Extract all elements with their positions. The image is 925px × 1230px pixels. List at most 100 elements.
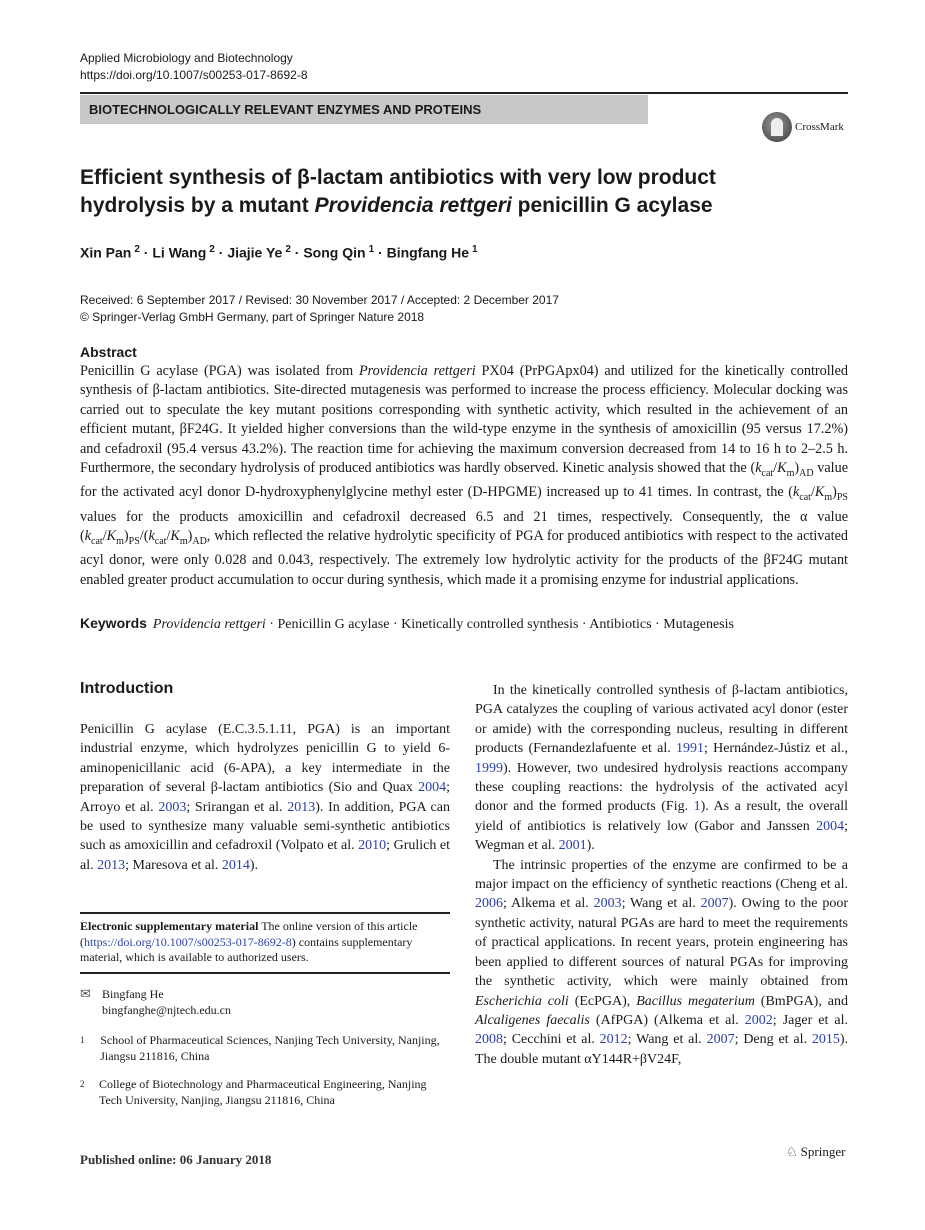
citation-link[interactable]: 1999 <box>475 760 503 776</box>
affiliation: 2 College of Biotechnology and Pharmaceut… <box>80 1076 450 1108</box>
text-run: AD <box>799 467 814 479</box>
text-run: k <box>148 527 155 544</box>
author-name[interactable]: Jiajie Ye <box>227 244 283 261</box>
text-run: /( <box>139 527 149 544</box>
text-run: ; Hernández-Jústiz et al., <box>703 741 848 757</box>
text-run: k <box>755 460 762 477</box>
paragraph: In the kinetically controlled synthesis … <box>475 681 848 856</box>
citation-link[interactable]: 2013 <box>287 799 316 815</box>
text-run: ). Owing to the poor synthetic activity,… <box>475 896 848 990</box>
keywords: Keywords Providencia rettgeri · Penicilli… <box>80 615 734 633</box>
author-name[interactable]: Song Qin <box>303 244 366 261</box>
text-run: cat <box>154 535 167 547</box>
text-run: ). In addition, PGA can be used to synth… <box>80 799 450 854</box>
citation-link[interactable]: 2004 <box>418 780 447 796</box>
contact-name: Bingfang He <box>102 987 164 1001</box>
citation-link[interactable]: 2002 <box>744 1012 773 1028</box>
section-label: BIOTECHNOLOGICALLY RELEVANT ENZYMES AND … <box>80 95 648 124</box>
publisher-name: Springer <box>800 1144 846 1159</box>
author-name[interactable]: Xin Pan <box>80 244 132 261</box>
springer-horse-icon: ♘ <box>786 1144 798 1159</box>
text-run: ) <box>832 484 837 501</box>
text-run: Penicillin G acylase (E.C.3.5.1.11, PGA)… <box>80 722 450 796</box>
text-run: / <box>773 460 778 477</box>
citation-link[interactable]: 1 <box>693 799 701 815</box>
author-affiliation-mark: 1 <box>472 244 478 255</box>
citation-link[interactable]: 2014 <box>221 857 250 873</box>
text-run: , which reflected the relative hydrolyti… <box>80 527 848 588</box>
citation-link[interactable]: 2013 <box>97 857 126 873</box>
text-run: ) <box>187 527 193 544</box>
text-run: Bacillus megaterium <box>636 993 755 1009</box>
author-separator: · <box>214 244 228 261</box>
text-run: k <box>84 527 92 544</box>
text-run: ; Wang et al. <box>621 896 701 912</box>
citation-link[interactable]: 2008 <box>475 1032 503 1048</box>
text-run: m <box>179 535 188 547</box>
keyword: Providencia rettgeri <box>152 617 266 632</box>
text-run: / <box>810 484 815 501</box>
journal-header: Applied Microbiology and Biotechnology h… <box>80 50 308 84</box>
abstract-text: Penicillin G acylase (PGA) was isolated … <box>80 362 848 590</box>
citation-link[interactable]: 2015 <box>811 1032 840 1048</box>
text-run: Escherichia coli <box>475 993 569 1009</box>
text-run: cat <box>91 535 103 547</box>
keyword: Mutagenesis <box>663 617 734 632</box>
affiliation-text: College of Biotechnology and Pharmaceuti… <box>98 1077 427 1107</box>
doi-link[interactable]: https://doi.org/10.1007/s00253-017-8692-… <box>80 68 308 82</box>
citation-link[interactable]: 2004 <box>816 818 845 834</box>
keyword: Penicillin G acylase <box>277 617 390 632</box>
keyword-separator: · <box>265 617 278 632</box>
keyword-separator: · <box>651 617 664 632</box>
author-separator: · <box>374 244 387 261</box>
citation-link[interactable]: 2012 <box>599 1032 628 1048</box>
contact-email[interactable]: bingfanghe@njtech.edu.cn <box>102 1003 232 1017</box>
text-run: K <box>170 527 180 544</box>
title-species: Providencia rettgeri <box>314 194 512 217</box>
author-affiliation-mark: 2 <box>209 244 215 255</box>
affiliation-text: School of Pharmaceutical Sciences, Nanji… <box>100 1033 440 1063</box>
text-run: In the kinetically controlled synthesis … <box>475 683 848 757</box>
text-run: m <box>824 492 833 504</box>
text-run: PX04 (PrPGApx04) and utilized for the ki… <box>80 363 848 477</box>
paragraph: Penicillin G acylase (E.C.3.5.1.11, PGA)… <box>80 720 450 875</box>
article-dates: Received: 6 September 2017 / Revised: 30… <box>80 292 559 326</box>
supplementary-link[interactable]: https://doi.org/10.1007/s00253-017-8692-… <box>84 934 292 949</box>
text-run: ; Wang et al. <box>627 1032 707 1048</box>
citation-link[interactable]: 2006 <box>475 896 503 912</box>
author-list: Xin Pan 2 · Li Wang 2 · Jiajie Ye 2 · Song … <box>80 244 478 261</box>
citation-link[interactable]: 1991 <box>675 741 704 757</box>
keyword: Antibiotics <box>589 617 652 632</box>
keywords-heading: Keywords <box>80 615 147 631</box>
text-run: m <box>116 535 124 547</box>
citation-link[interactable]: 2007 <box>706 1032 735 1048</box>
affiliation-number: 2 <box>80 1079 85 1089</box>
text-run: PS <box>128 535 140 547</box>
author-name[interactable]: Bingfang He <box>386 244 470 261</box>
abstract-heading: Abstract <box>80 344 137 360</box>
text-run: value for the activated acyl donor D-hyd… <box>80 460 848 501</box>
publisher-logo: ♘ Springer <box>786 1144 845 1160</box>
right-column: In the kinetically controlled synthesis … <box>475 681 848 1069</box>
left-column: Penicillin G acylase (E.C.3.5.1.11, PGA)… <box>80 720 450 875</box>
text-run: Providencia rettgeri <box>358 363 476 379</box>
text-run: (BmPGA), and <box>754 993 848 1009</box>
text-run: ; Grulich et al. <box>80 838 451 873</box>
title-text-end: penicillin G acylase <box>511 194 713 217</box>
citation-link[interactable]: 2001 <box>558 838 587 854</box>
supplementary-text: The online version of this article ( <box>80 919 418 949</box>
author-separator: · <box>290 244 304 261</box>
citation-link[interactable]: 2007 <box>700 896 729 912</box>
paragraph: The intrinsic properties of the enzyme a… <box>475 856 848 1069</box>
citation-link[interactable]: 2010 <box>358 838 387 854</box>
citation-link[interactable]: 2003 <box>593 896 622 912</box>
text-run: K <box>814 484 825 501</box>
author-name[interactable]: Li Wang <box>152 244 207 261</box>
text-run: cat <box>799 492 811 504</box>
text-run: PS <box>836 492 848 504</box>
citation-link[interactable]: 2003 <box>158 799 187 815</box>
introduction-heading: Introduction <box>80 680 174 697</box>
text-run: The intrinsic properties of the enzyme a… <box>475 857 848 893</box>
text-run: ; Alkema et al. <box>503 896 594 912</box>
crossmark-button[interactable]: CrossMark <box>762 112 844 142</box>
